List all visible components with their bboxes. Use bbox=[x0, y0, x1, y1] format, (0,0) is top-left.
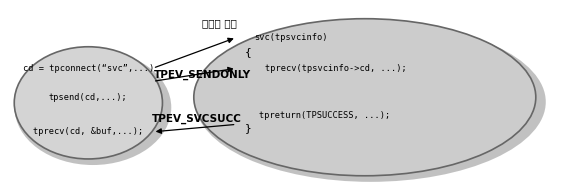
Text: TPEV_SVCSUCC: TPEV_SVCSUCC bbox=[152, 114, 242, 124]
Text: tpreturn(TPSUCCESS, ...);: tpreturn(TPSUCCESS, ...); bbox=[259, 111, 390, 119]
Text: tpsend(cd,...);: tpsend(cd,...); bbox=[49, 93, 128, 102]
Text: tprecv(cd, &buf,...);: tprecv(cd, &buf,...); bbox=[33, 127, 144, 136]
Ellipse shape bbox=[14, 47, 162, 159]
Text: {: { bbox=[245, 47, 251, 57]
Ellipse shape bbox=[195, 22, 546, 182]
Text: 서비스 연결: 서비스 연결 bbox=[202, 18, 237, 28]
Ellipse shape bbox=[14, 50, 171, 165]
Text: TPEV_SENDONLY: TPEV_SENDONLY bbox=[154, 70, 251, 80]
Ellipse shape bbox=[194, 19, 536, 176]
Text: tprecv(tpsvcinfo->cd, ...);: tprecv(tpsvcinfo->cd, ...); bbox=[265, 64, 407, 73]
Text: cd = tpconnect(“svc”,...): cd = tpconnect(“svc”,...) bbox=[23, 64, 154, 73]
Text: svc(tpsvcinfo): svc(tpsvcinfo) bbox=[254, 33, 327, 42]
Text: }: } bbox=[245, 123, 251, 133]
